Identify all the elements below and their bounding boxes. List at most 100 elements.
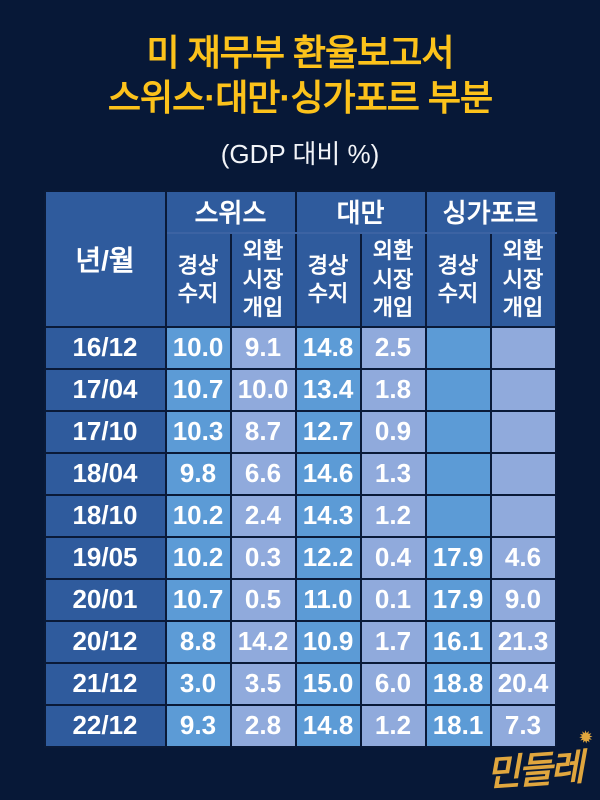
fx-intervention-cell: 1.3 xyxy=(359,451,427,496)
current-account-cell: 10.7 xyxy=(164,367,232,412)
current-account-cell xyxy=(424,367,492,412)
table-row: 18/04 9.8 6.6 14.6 1.3 xyxy=(43,451,557,496)
fx-intervention-cell: 14.2 xyxy=(229,619,297,664)
current-account-cell: 17.9 xyxy=(424,535,492,580)
current-account-cell: 9.3 xyxy=(164,703,232,748)
fx-intervention-cell: 4.6 xyxy=(489,535,557,580)
fx-intervention-cell: 0.1 xyxy=(359,577,427,622)
fx-intervention-cell: 8.7 xyxy=(229,409,297,454)
table-row: 17/04 10.7 10.0 13.4 1.8 xyxy=(43,367,557,412)
current-account-cell: 12.2 xyxy=(294,535,362,580)
mindlle-logo: 민들레 ✹ xyxy=(484,728,591,798)
table-row: 16/12 10.0 9.1 14.8 2.5 xyxy=(43,325,557,370)
col-group-singapore: 싱가포르 xyxy=(424,189,557,234)
current-account-cell: 18.1 xyxy=(424,703,492,748)
title-line-1: 미 재무부 환율보고서 xyxy=(146,32,454,73)
table-row: 19/05 10.2 0.3 12.2 0.4 17.9 4.6 xyxy=(43,535,557,580)
row-label-year-month: 17/04 xyxy=(43,367,167,412)
table-row: 22/12 9.3 2.8 14.8 1.2 18.1 7.3 xyxy=(43,703,557,748)
col-group-switzerland: 스위스 xyxy=(164,189,297,234)
current-account-cell: 14.3 xyxy=(294,493,362,538)
fx-intervention-cell xyxy=(489,451,557,496)
current-account-cell: 13.4 xyxy=(294,367,362,412)
logo-text: 민들레 xyxy=(484,744,584,796)
fx-intervention-cell: 21.3 xyxy=(489,619,557,664)
current-account-cell xyxy=(424,409,492,454)
row-label-year-month: 19/05 xyxy=(43,535,167,580)
current-account-cell: 10.2 xyxy=(164,535,232,580)
table-row: 20/01 10.7 0.5 11.0 0.1 17.9 9.0 xyxy=(43,577,557,622)
fx-intervention-cell: 0.4 xyxy=(359,535,427,580)
row-label-year-month: 18/04 xyxy=(43,451,167,496)
subheader-row: 경상 수지 외환 시장 개입 경상 수지 외환 시장 개입 경상 수지 외환 시… xyxy=(45,231,557,328)
page-title: 미 재무부 환율보고서 스위스·대만·싱가포르 부분 xyxy=(0,0,600,121)
current-account-cell: 14.8 xyxy=(294,703,362,748)
current-account-cell: 10.7 xyxy=(164,577,232,622)
title-line-2: 스위스·대만·싱가포르 부분 xyxy=(107,77,493,119)
col-group-taiwan: 대만 xyxy=(294,189,427,234)
row-label-year-month: 22/12 xyxy=(43,703,167,748)
fx-intervention-cell: 0.5 xyxy=(229,577,297,622)
current-account-cell: 10.3 xyxy=(164,409,232,454)
current-account-cell: 10.2 xyxy=(164,493,232,538)
table-header: 년/월 스위스 대만 싱가포르 경상 수지 외환 시장 개입 경상 수지 외환 … xyxy=(43,189,557,328)
current-account-cell: 12.7 xyxy=(294,409,362,454)
current-account-cell: 3.0 xyxy=(164,661,232,706)
current-account-cell: 14.6 xyxy=(294,451,362,496)
current-account-cell: 18.8 xyxy=(424,661,492,706)
fx-intervention-cell: 0.9 xyxy=(359,409,427,454)
fx-intervention-cell: 1.7 xyxy=(359,619,427,664)
current-account-cell xyxy=(424,451,492,496)
fx-intervention-cell: 1.8 xyxy=(359,367,427,412)
current-account-cell: 9.8 xyxy=(164,451,232,496)
fx-intervention-cell: 2.5 xyxy=(359,325,427,370)
current-account-cell: 17.9 xyxy=(424,577,492,622)
col-header-fx-intervention: 외환 시장 개입 xyxy=(229,231,297,328)
fx-intervention-cell: 2.4 xyxy=(229,493,297,538)
fx-intervention-cell: 6.0 xyxy=(359,661,427,706)
fx-intervention-cell: 1.2 xyxy=(359,493,427,538)
row-label-year-month: 17/10 xyxy=(43,409,167,454)
current-account-cell: 15.0 xyxy=(294,661,362,706)
table-body: 16/12 10.0 9.1 14.8 2.5 17/04 10.7 10.0 13.4 1.8 1… xyxy=(43,325,557,748)
current-account-cell: 14.8 xyxy=(294,325,362,370)
row-label-year-month: 20/01 xyxy=(43,577,167,622)
col-header-fx-intervention: 외환 시장 개입 xyxy=(359,231,427,328)
current-account-cell: 8.8 xyxy=(164,619,232,664)
fx-intervention-cell: 1.2 xyxy=(359,703,427,748)
fx-intervention-cell xyxy=(489,367,557,412)
current-account-cell xyxy=(424,325,492,370)
current-account-cell xyxy=(424,493,492,538)
fx-intervention-cell: 6.6 xyxy=(229,451,297,496)
col-header-current-account: 경상 수지 xyxy=(164,231,232,328)
fx-intervention-cell: 7.3 xyxy=(489,703,557,748)
current-account-cell: 11.0 xyxy=(294,577,362,622)
current-account-cell: 10.0 xyxy=(164,325,232,370)
col-header-current-account: 경상 수지 xyxy=(424,231,492,328)
fx-intervention-cell: 2.8 xyxy=(229,703,297,748)
col-header-year-month: 년/월 xyxy=(43,189,167,328)
country-header-row: 년/월 스위스 대만 싱가포르 xyxy=(43,189,557,328)
fx-intervention-cell xyxy=(489,409,557,454)
fx-intervention-cell: 20.4 xyxy=(489,661,557,706)
fx-intervention-cell: 9.0 xyxy=(489,577,557,622)
row-label-year-month: 16/12 xyxy=(43,325,167,370)
fx-intervention-cell: 3.5 xyxy=(229,661,297,706)
table-row: 21/12 3.0 3.5 15.0 6.0 18.8 20.4 xyxy=(43,661,557,706)
current-account-cell: 10.9 xyxy=(294,619,362,664)
row-label-year-month: 21/12 xyxy=(43,661,167,706)
current-account-cell: 16.1 xyxy=(424,619,492,664)
table-row: 17/10 10.3 8.7 12.7 0.9 xyxy=(43,409,557,454)
col-header-fx-intervention: 외환 시장 개입 xyxy=(489,231,557,328)
table-row: 20/12 8.8 14.2 10.9 1.7 16.1 21.3 xyxy=(43,619,557,664)
row-label-year-month: 20/12 xyxy=(43,619,167,664)
subtitle-unit: (GDP 대비 %) xyxy=(220,138,380,169)
fx-intervention-cell: 10.0 xyxy=(229,367,297,412)
currency-report-table: 년/월 스위스 대만 싱가포르 경상 수지 외환 시장 개입 경상 수지 외환 … xyxy=(43,189,557,748)
row-label-year-month: 18/10 xyxy=(43,493,167,538)
dandelion-star-icon: ✹ xyxy=(578,728,591,747)
fx-intervention-cell: 9.1 xyxy=(229,325,297,370)
fx-intervention-cell: 0.3 xyxy=(229,535,297,580)
fx-intervention-cell xyxy=(489,325,557,370)
